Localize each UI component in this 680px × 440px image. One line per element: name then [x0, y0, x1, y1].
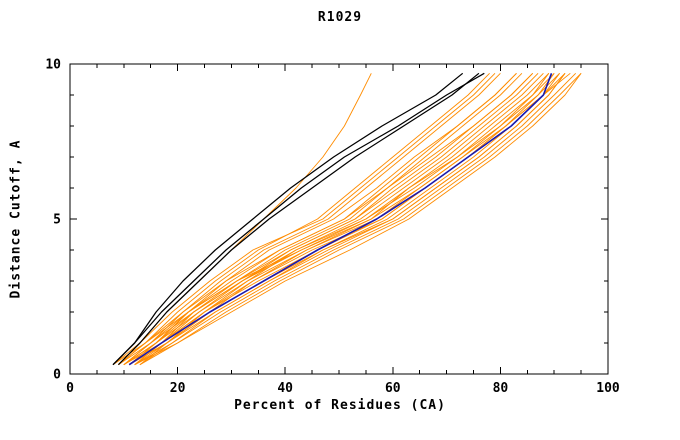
series-line-trace-18	[134, 72, 577, 366]
series-line-trace-blue	[128, 73, 553, 366]
y-tick-label: 10	[45, 58, 61, 73]
series-line-trace-02	[118, 72, 490, 366]
x-tick-label: 60	[385, 381, 401, 396]
series-line-trace-11	[123, 72, 539, 366]
x-tick-label: 80	[493, 381, 509, 396]
series-line-trace-20	[118, 73, 550, 366]
x-axis-label: Percent of Residues (CA)	[234, 398, 446, 413]
series-line-trace-09	[139, 72, 544, 366]
series-line-trace-black-3	[112, 72, 485, 366]
chart-title: R1029	[317, 10, 363, 25]
series-line-trace-03	[123, 72, 501, 366]
series-line-trace-22	[128, 73, 566, 366]
series-line-trace-05	[118, 72, 496, 366]
x-tick-label: 0	[66, 381, 74, 396]
x-tick-label: 40	[277, 381, 293, 396]
series-line-trace-19	[139, 72, 582, 366]
y-tick-label: 0	[53, 368, 61, 383]
series-line-trace-black-2	[117, 72, 480, 366]
series-line-trace-21	[123, 72, 560, 366]
series-line-trace-black-1	[112, 72, 464, 366]
series-line-trace-06	[134, 72, 523, 366]
y-tick-label: 5	[53, 213, 61, 228]
series-line-trace-23	[112, 72, 566, 366]
x-tick-label: 20	[170, 381, 186, 396]
series-line-trace-01	[112, 73, 372, 366]
series-line-trace-12	[118, 72, 534, 366]
x-tick-label: 100	[596, 381, 620, 396]
series-line-trace-24	[134, 73, 582, 366]
series-line-trace-08	[128, 72, 534, 366]
